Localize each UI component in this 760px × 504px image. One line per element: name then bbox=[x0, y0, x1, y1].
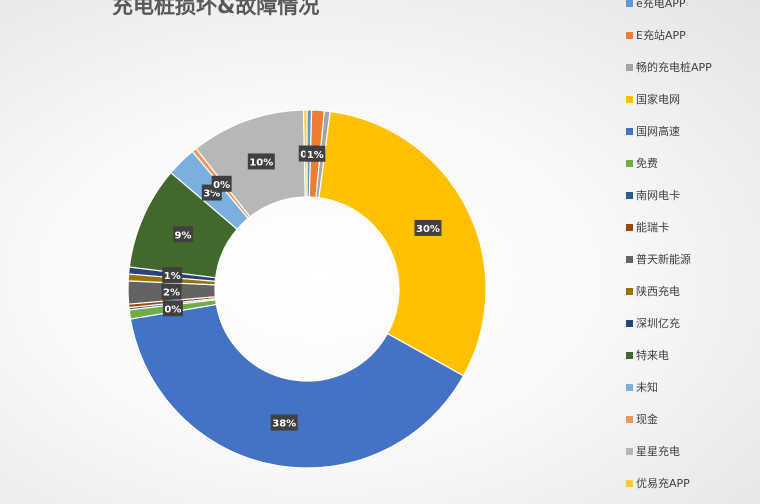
legend-item: 南网电卡 bbox=[626, 179, 712, 211]
legend-item: e充电APP bbox=[626, 0, 712, 19]
legend-label: 特来电 bbox=[636, 349, 669, 362]
legend-item: 优易充APP bbox=[626, 467, 712, 499]
data-labels: 0%1%30%38%0%2%1%9%3%0%10% bbox=[161, 145, 442, 431]
legend-label: 南网电卡 bbox=[636, 189, 680, 202]
legend-item: 畅的充电桩APP bbox=[626, 51, 712, 83]
data-label-国网高速: 38% bbox=[270, 414, 298, 431]
data-label-特来电: 9% bbox=[173, 226, 194, 243]
data-label-text: 10% bbox=[249, 157, 273, 168]
slice-国网高速 bbox=[129, 303, 465, 469]
data-label-text: 30% bbox=[416, 224, 440, 235]
data-label-星星充电: 10% bbox=[247, 153, 275, 170]
legend-swatch bbox=[626, 383, 633, 391]
legend: e充电APP E充站APP 畅的充电桩APP 国家电网国网高速免费南网电卡能瑞卡普天新… bbox=[626, 0, 712, 499]
legend-swatch bbox=[626, 319, 633, 327]
data-label-text: 38% bbox=[272, 419, 296, 430]
data-label-box bbox=[211, 175, 232, 192]
data-label-国家电网: 30% bbox=[414, 219, 442, 236]
legend-swatch bbox=[626, 95, 633, 103]
legend-item: 深圳亿充 bbox=[626, 307, 712, 339]
data-label-text: 1% bbox=[164, 271, 181, 282]
legend-swatch bbox=[626, 255, 633, 263]
data-label-text: 9% bbox=[175, 230, 192, 241]
data-label-box bbox=[270, 414, 298, 431]
legend-item: 免费 bbox=[626, 147, 712, 179]
legend-label: 陕西充电 bbox=[636, 285, 680, 298]
data-label-免费: 0% bbox=[162, 300, 183, 317]
legend-item: 能瑞卡 bbox=[626, 211, 712, 243]
legend-item: 星星充电 bbox=[626, 435, 712, 467]
legend-item: 现金 bbox=[626, 403, 712, 435]
legend-item: 国网高速 bbox=[626, 115, 712, 147]
legend-swatch bbox=[626, 351, 633, 359]
legend-item: E充站APP bbox=[626, 19, 712, 51]
legend-swatch bbox=[626, 287, 633, 295]
legend-swatch bbox=[626, 223, 633, 231]
legend-swatch bbox=[626, 159, 633, 167]
legend-swatch bbox=[626, 0, 633, 7]
data-label-现金: 0% bbox=[211, 175, 232, 192]
legend-swatch bbox=[626, 479, 633, 487]
legend-swatch bbox=[626, 31, 633, 39]
data-label-box bbox=[414, 219, 442, 236]
legend-item: 特来电 bbox=[626, 339, 712, 371]
legend-label: 星星充电 bbox=[636, 445, 680, 458]
data-label-box bbox=[247, 153, 275, 170]
legend-item: 陕西充电 bbox=[626, 275, 712, 307]
data-label-text: 3% bbox=[203, 189, 220, 200]
legend-label: 畅的充电桩APP bbox=[636, 61, 712, 74]
legend-swatch bbox=[626, 447, 633, 455]
legend-label: 未知 bbox=[636, 381, 658, 394]
data-label-box bbox=[161, 283, 182, 300]
legend-label: E充站APP bbox=[636, 29, 686, 42]
legend-swatch bbox=[626, 63, 633, 71]
data-label-e充站app: 1% bbox=[305, 145, 326, 162]
legend-item: 未知 bbox=[626, 371, 712, 403]
legend-swatch bbox=[626, 127, 633, 135]
donut-chart: 0%1%30%38%0%2%1%9%3%0%10% bbox=[127, 109, 487, 469]
data-label-普天新能源: 2% bbox=[161, 283, 182, 300]
slice-国家电网 bbox=[318, 110, 487, 377]
data-label-text: 0% bbox=[164, 304, 181, 315]
legend-label: 能瑞卡 bbox=[636, 221, 669, 234]
legend-label: 免费 bbox=[636, 157, 658, 170]
legend-label: 现金 bbox=[636, 413, 658, 426]
data-label-深圳亿充: 1% bbox=[162, 266, 183, 283]
data-label-box bbox=[305, 145, 326, 162]
legend-item: 国家电网 bbox=[626, 83, 712, 115]
data-label-text: 1% bbox=[307, 150, 324, 161]
legend-label: 优易充APP bbox=[636, 477, 690, 490]
legend-label: 深圳亿充 bbox=[636, 317, 680, 330]
chart-title: 充电桩损坏&故障情况 bbox=[112, 0, 320, 18]
data-label-text: 0% bbox=[213, 180, 230, 191]
legend-label: 国家电网 bbox=[636, 93, 680, 106]
legend-item: 普天新能源 bbox=[626, 243, 712, 275]
legend-label: 国网高速 bbox=[636, 125, 680, 138]
data-label-text: 2% bbox=[163, 288, 180, 299]
donut-slices bbox=[127, 109, 487, 469]
legend-swatch bbox=[626, 415, 633, 423]
legend-label: e充电APP bbox=[636, 0, 686, 10]
legend-label: 普天新能源 bbox=[636, 253, 691, 266]
legend-swatch bbox=[626, 191, 633, 199]
data-label-box bbox=[173, 226, 194, 243]
data-label-box bbox=[162, 266, 183, 283]
data-label-box bbox=[162, 300, 183, 317]
